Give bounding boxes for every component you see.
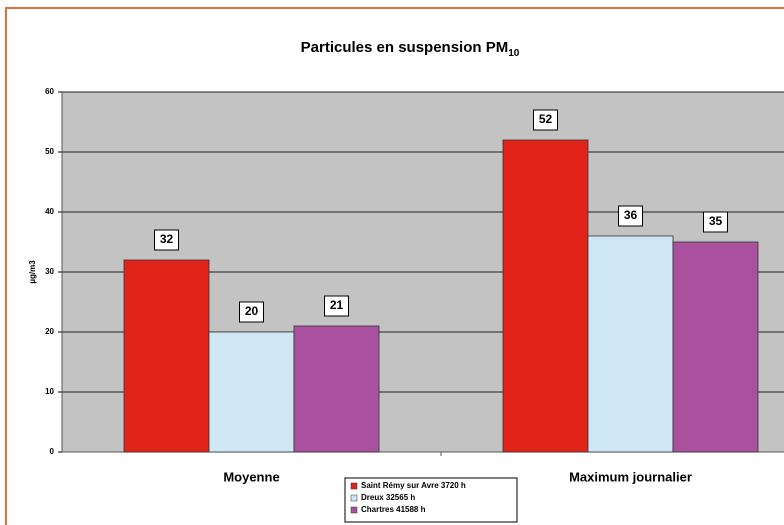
y-tick-label: 60 (45, 87, 54, 96)
value-label: 35 (709, 214, 723, 228)
chart-title: Particules en suspension PM10 (301, 39, 520, 59)
bar (502, 139, 589, 453)
value-label: 32 (160, 232, 174, 246)
value-label: 21 (330, 298, 344, 312)
y-tick-label: 0 (50, 447, 55, 456)
value-label-box (703, 211, 728, 233)
bar (293, 325, 380, 453)
value-label-box (324, 295, 349, 317)
bar (208, 331, 295, 453)
x-tick-label: Moyenne (223, 469, 279, 484)
value-label: 36 (624, 208, 638, 222)
y-tick-label: 10 (45, 387, 54, 396)
y-tick-label: 30 (45, 267, 54, 276)
legend-swatch (350, 482, 358, 490)
y-tick-label: 20 (45, 327, 54, 336)
y-axis-label: µg/m3 (28, 260, 37, 284)
value-label-box (618, 205, 643, 227)
value-label: 52 (539, 112, 553, 126)
value-label-box (154, 229, 179, 251)
legend-swatch (350, 506, 358, 514)
value-label-box (239, 301, 264, 323)
legend-label: Saint Rémy sur Avre 3720 h (361, 481, 466, 490)
bar (672, 241, 759, 453)
y-tick-label: 50 (45, 147, 54, 156)
value-label-box (533, 109, 558, 131)
x-tick-label: Maximum journalier (569, 469, 692, 484)
y-tick-label: 40 (45, 207, 54, 216)
value-label: 20 (245, 304, 259, 318)
legend-label: Chartres 41588 h (361, 505, 426, 514)
legend-swatch (350, 494, 358, 502)
bar (587, 235, 674, 453)
legend-label: Dreux 32565 h (361, 493, 415, 502)
title-main: Particules en suspension PM (301, 39, 509, 56)
bar (123, 259, 210, 453)
legend-box (344, 477, 518, 523)
title-subscript: 10 (508, 48, 520, 59)
